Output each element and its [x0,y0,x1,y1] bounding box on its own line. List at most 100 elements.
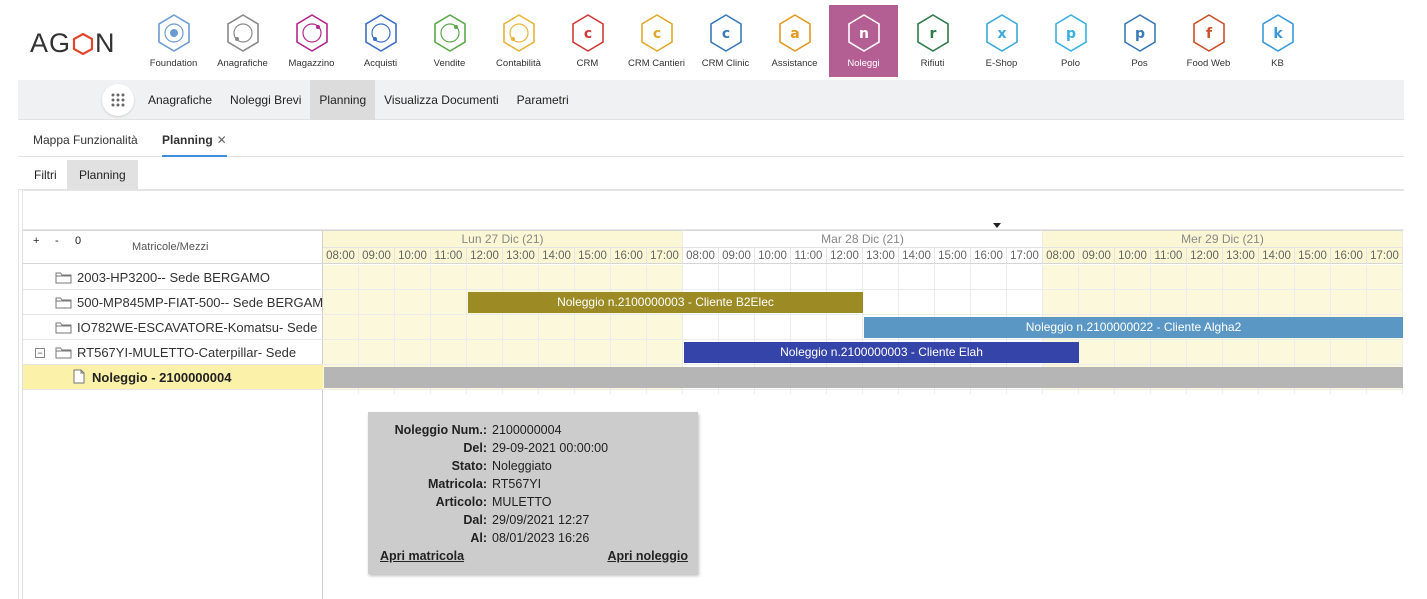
subnav-item-noleggi-brevi[interactable]: Noleggi Brevi [230,93,302,107]
timeline-cell[interactable] [503,265,539,290]
timeline-cell[interactable] [1223,265,1259,290]
timeline-cell[interactable] [395,265,431,290]
subnav-item-anagrafiche[interactable]: Anagrafiche [148,93,213,107]
tab-planning-view[interactable]: Planning [67,160,138,190]
module-eshop[interactable]: x E-Shop [967,5,1036,77]
timeline-cell[interactable] [935,265,971,290]
module-food-web[interactable]: f Food Web [1174,5,1243,77]
open-matricola-link[interactable]: Apri matricola [380,549,465,563]
module-polo[interactable]: p Polo [1036,5,1105,77]
timeline-cell[interactable] [503,340,539,365]
tab-mappa-funzionalita[interactable]: Mappa Funzionalità [33,121,138,157]
agon-logo[interactable]: AG N [30,28,116,59]
dropdown-arrow-icon[interactable] [993,223,1001,228]
timeline-cell[interactable] [359,315,395,340]
timeline-cell[interactable] [755,315,791,340]
timeline-cell[interactable] [1043,265,1079,290]
timeline-cell[interactable] [431,340,467,365]
timeline-cell[interactable] [395,340,431,365]
vehicle-row[interactable]: 500-MP845MP-FIAT-500-- Sede BERGAMO [23,290,323,315]
close-tab-icon[interactable]: ✕ [216,133,227,147]
tab-filtri[interactable]: Filtri [34,168,57,182]
timeline-cell[interactable] [467,340,503,365]
timeline-cell[interactable] [431,265,467,290]
timeline-cell[interactable] [719,265,755,290]
timeline-cell[interactable] [539,340,575,365]
timeline-cell[interactable] [1079,290,1115,315]
timeline-cell[interactable] [1259,340,1295,365]
timeline-cell[interactable] [539,265,575,290]
timeline-cell[interactable] [935,290,971,315]
timeline-cell[interactable] [359,290,395,315]
timeline-cell[interactable] [827,315,863,340]
vehicle-row[interactable]: − RT567YI-MULETTO-Caterpillar- Sede [23,340,323,365]
rental-bar[interactable]: Noleggio n.2100000003 - Cliente B2Elec [468,292,863,313]
timeline-cell[interactable] [1079,265,1115,290]
timeline-cell[interactable] [1331,290,1367,315]
timeline-cell[interactable] [647,340,683,365]
module-pos[interactable]: p Pos [1105,5,1174,77]
timeline-cell[interactable] [647,265,683,290]
timeline-cell[interactable] [359,340,395,365]
module-crm[interactable]: c CRM [553,5,622,77]
timeline-cell[interactable] [899,265,935,290]
timeline-cell[interactable] [1187,265,1223,290]
timeline-cell[interactable] [431,290,467,315]
timeline-cell[interactable] [683,265,719,290]
timeline-cell[interactable] [1151,265,1187,290]
module-foundation[interactable]: Foundation [139,5,208,77]
timeline-cell[interactable] [755,265,791,290]
timeline-cell[interactable] [467,315,503,340]
timeline-cell[interactable] [1079,340,1115,365]
timeline-cell[interactable] [1151,340,1187,365]
module-crm-clinic[interactable]: c CRM Clinic [691,5,760,77]
module-noleggi[interactable]: n Noleggi [829,5,898,77]
timeline-cell[interactable] [1295,340,1331,365]
timeline-cell[interactable] [1295,290,1331,315]
timeline-cell[interactable] [1223,340,1259,365]
module-contabilita[interactable]: Contabilità [484,5,553,77]
module-crm-cantieri[interactable]: c CRM Cantieri [622,5,691,77]
timeline-cell[interactable] [575,315,611,340]
timeline-cell[interactable] [647,315,683,340]
module-vendite[interactable]: Vendite [415,5,484,77]
expand-all-button[interactable]: + [33,235,40,247]
timeline-cell[interactable] [1187,290,1223,315]
module-rifiuti[interactable]: r Rifiuti [898,5,967,77]
timeline-cell[interactable] [1115,265,1151,290]
timeline-cell[interactable] [1115,290,1151,315]
timeline-cell[interactable] [719,315,755,340]
timeline-cell[interactable] [323,265,359,290]
timeline-cell[interactable] [1007,265,1043,290]
timeline-cell[interactable] [791,265,827,290]
timeline-cell[interactable] [1115,340,1151,365]
timeline-cell[interactable] [323,290,359,315]
open-noleggio-link[interactable]: Apri noleggio [607,549,688,563]
subnav-item-planning[interactable]: Planning [310,80,376,120]
timeline-cell[interactable] [1259,265,1295,290]
timeline-cell[interactable] [503,315,539,340]
timeline-cell[interactable] [1223,290,1259,315]
timeline-cell[interactable] [323,315,359,340]
timeline-cell[interactable] [611,340,647,365]
rental-bar[interactable]: Noleggio n.2100000022 - Cliente Algha2 [864,317,1403,338]
module-anagrafiche[interactable]: Anagrafiche [208,5,277,77]
vehicle-row[interactable]: IO782WE-ESCAVATORE-Komatsu- Sede [23,315,323,340]
rental-row[interactable]: Noleggio - 2100000004 [23,365,323,390]
timeline-cell[interactable] [1367,265,1403,290]
vehicle-row[interactable]: 2003-HP3200-- Sede BERGAMO [23,265,323,290]
timeline-cell[interactable] [1187,340,1223,365]
timeline-cell[interactable] [359,265,395,290]
timeline-cell[interactable] [395,290,431,315]
timeline-cell[interactable] [323,340,359,365]
module-assistance[interactable]: a Assistance [760,5,829,77]
timeline-cell[interactable] [899,290,935,315]
collapse-toggle-icon[interactable]: − [35,348,45,358]
timeline-cell[interactable] [971,265,1007,290]
timeline-cell[interactable] [683,315,719,340]
timeline-cell[interactable] [971,290,1007,315]
timeline-cell[interactable] [1367,290,1403,315]
module-magazzino[interactable]: Magazzino [277,5,346,77]
timeline-cell[interactable] [1295,265,1331,290]
timeline-cell[interactable] [467,265,503,290]
